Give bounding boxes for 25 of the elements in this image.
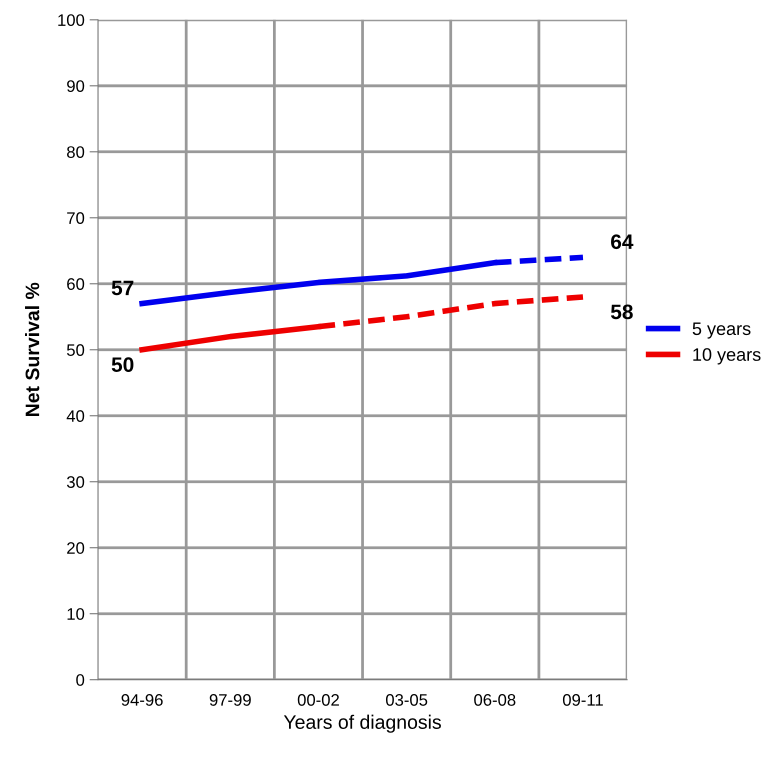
legend-label: 10 years xyxy=(693,348,761,365)
y-tick-label: 10 xyxy=(68,608,84,620)
x-tick-label: 97-99 xyxy=(210,694,251,706)
y-tick-label: 40 xyxy=(66,410,84,422)
y-tick-label: 70 xyxy=(67,212,84,224)
y-tick-label: 20 xyxy=(67,542,84,554)
y-tick-label: 60 xyxy=(67,278,84,290)
y-tick-label: 50 xyxy=(66,344,84,356)
y-tick-label: 90 xyxy=(67,80,84,92)
y-tick-label: 100 xyxy=(58,14,84,26)
data-label: 64 xyxy=(611,234,634,250)
y-tick-label: 0 xyxy=(76,674,84,686)
x-tick-label: 09-11 xyxy=(562,694,603,706)
y-tick-label: 30 xyxy=(66,476,84,488)
x-tick-label: 03-05 xyxy=(386,694,428,706)
y-axis-title: Net Survival % xyxy=(25,282,40,416)
data-label: 57 xyxy=(112,280,134,296)
legend-label: 5 years xyxy=(692,322,750,339)
data-label: 50 xyxy=(112,357,134,372)
y-tick-label: 80 xyxy=(67,146,84,158)
x-axis-title: Years of diagnosis xyxy=(284,714,441,733)
x-tick-label: 00-02 xyxy=(298,694,339,706)
data-label: 58 xyxy=(610,304,633,320)
x-tick-label: 94-96 xyxy=(122,694,163,706)
x-tick-label: 06-08 xyxy=(474,694,516,706)
